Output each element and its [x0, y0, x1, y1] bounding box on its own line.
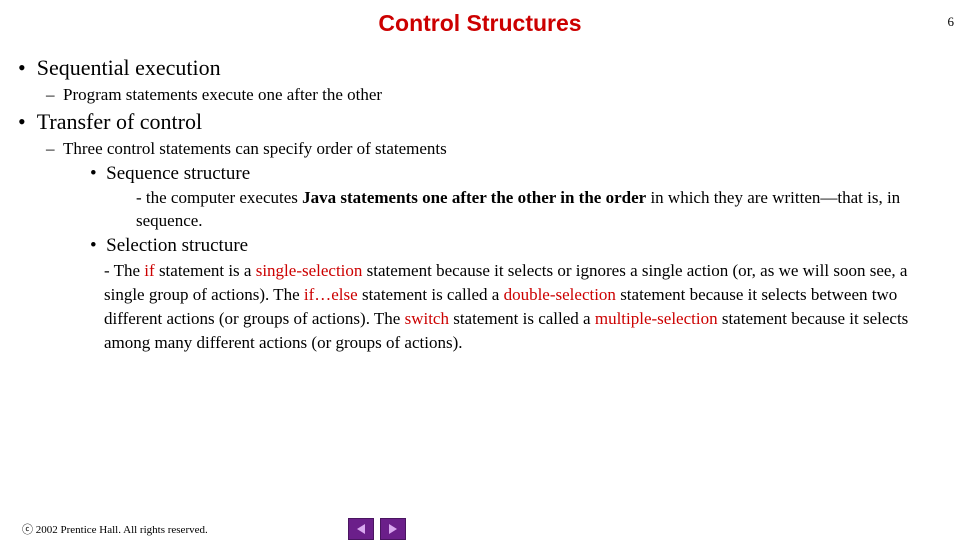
arrow-right-icon: [386, 522, 400, 536]
kw-single: single-selection: [256, 261, 363, 280]
kw-double: double-selection: [504, 285, 616, 304]
t: - The: [104, 261, 144, 280]
subbullet-text: Program statements execute one after the…: [63, 85, 382, 104]
kw-ifelse: if…else: [304, 285, 358, 304]
selection-desc: - The if statement is a single-selection…: [104, 259, 930, 356]
bullet-transfer: • Transfer of control: [18, 109, 930, 135]
subsub-selection: • Selection structure: [90, 235, 930, 257]
sequence-desc: - the computer executes Java statements …: [136, 187, 930, 233]
slide-title: Control Structures: [0, 10, 960, 37]
copyright-text: 2002 Prentice Hall. All rights reserved.: [33, 524, 208, 536]
subsub-text: Selection structure: [106, 235, 248, 256]
next-button[interactable]: [380, 518, 406, 540]
kw-switch: switch: [405, 309, 449, 328]
subsub-sequence: • Sequence structure: [90, 163, 930, 185]
bullet-transfer-text: Transfer of control: [37, 109, 202, 134]
subsub-text: Sequence structure: [106, 163, 250, 184]
t: statement is called a: [449, 309, 595, 328]
kw-multi: multiple-selection: [595, 309, 718, 328]
seq-pre: - the computer executes: [136, 188, 302, 207]
page-number: 6: [948, 14, 955, 30]
t: statement is called a: [358, 285, 504, 304]
copyright: ⓒ 2002 Prentice Hall. All rights reserve…: [22, 521, 208, 537]
kw-if: if: [144, 261, 154, 280]
slide-body: • Sequential execution – Program stateme…: [0, 55, 960, 355]
seq-bold: Java statements one after the other in t…: [302, 188, 646, 207]
bullet-sequential-text: Sequential execution: [37, 55, 221, 80]
subbullet-program-statements: – Program statements execute one after t…: [46, 85, 930, 105]
prev-button[interactable]: [348, 518, 374, 540]
footer: ⓒ 2002 Prentice Hall. All rights reserve…: [22, 518, 406, 540]
subbullet-text: Three control statements can specify ord…: [63, 139, 447, 158]
nav-buttons: [348, 518, 406, 540]
t: statement is a: [155, 261, 256, 280]
subbullet-three-statements: – Three control statements can specify o…: [46, 139, 930, 159]
arrow-left-icon: [354, 522, 368, 536]
bullet-sequential: • Sequential execution: [18, 55, 930, 81]
